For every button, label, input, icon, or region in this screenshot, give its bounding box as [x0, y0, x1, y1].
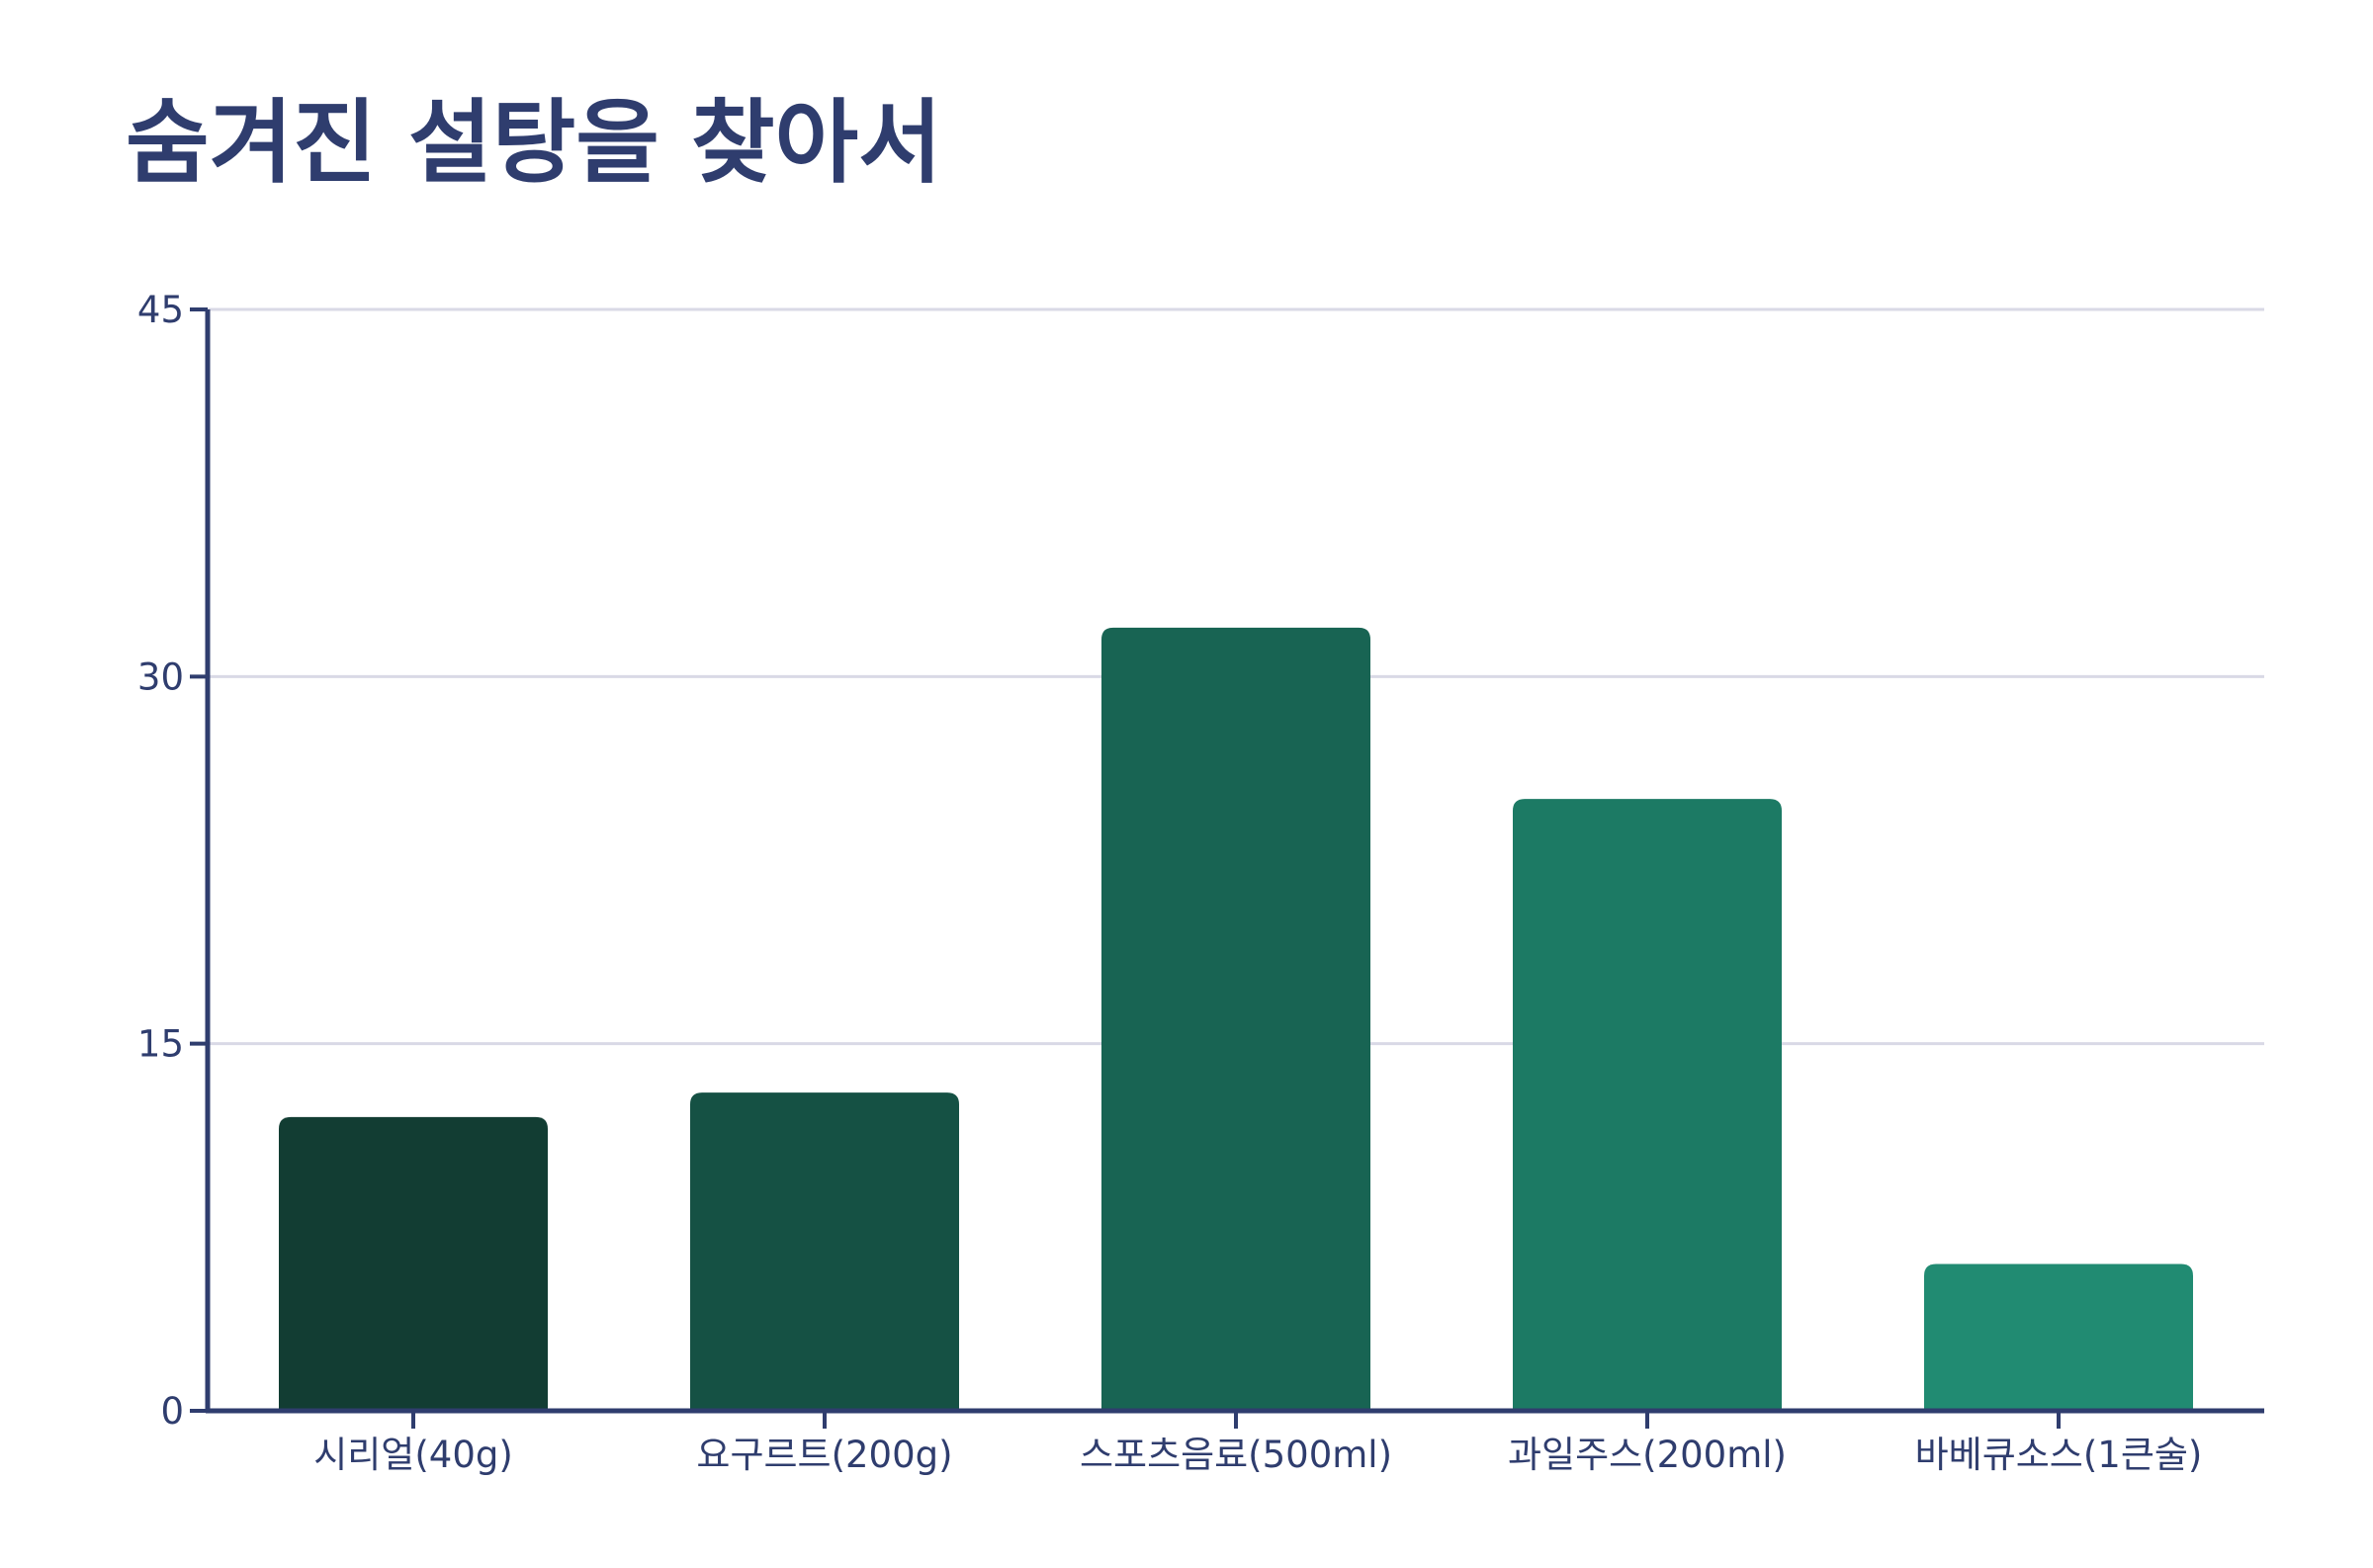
bar-4 — [1513, 799, 1782, 1411]
bar-3 — [1101, 627, 1370, 1411]
y-tick-label: 0 — [160, 1390, 184, 1433]
y-tick-label: 15 — [137, 1023, 184, 1066]
x-tick-label: 과일주스(200ml) — [1508, 1434, 1787, 1476]
bar-2 — [690, 1092, 959, 1411]
tick-labels: 0 15 30 45 시리얼(40g) 요구르트(200g) 스포츠음료(500ml) 과일주… — [137, 289, 2202, 1476]
bar-5 — [1924, 1263, 2193, 1411]
x-tick-label: 바베큐소스(1큰술) — [1915, 1434, 2203, 1476]
chart-title: 숨겨진 설탕을 찾아서 — [126, 90, 942, 196]
bars — [279, 627, 2193, 1411]
axes — [190, 307, 2264, 1429]
bar-1 — [279, 1116, 548, 1411]
x-tick-label: 시리얼(40g) — [313, 1434, 513, 1476]
x-tick-label: 스포츠음료(500ml) — [1080, 1434, 1392, 1476]
y-tick-label: 45 — [137, 289, 184, 331]
x-tick-label: 요구르트(200g) — [696, 1434, 952, 1476]
y-tick-label: 30 — [137, 655, 184, 698]
